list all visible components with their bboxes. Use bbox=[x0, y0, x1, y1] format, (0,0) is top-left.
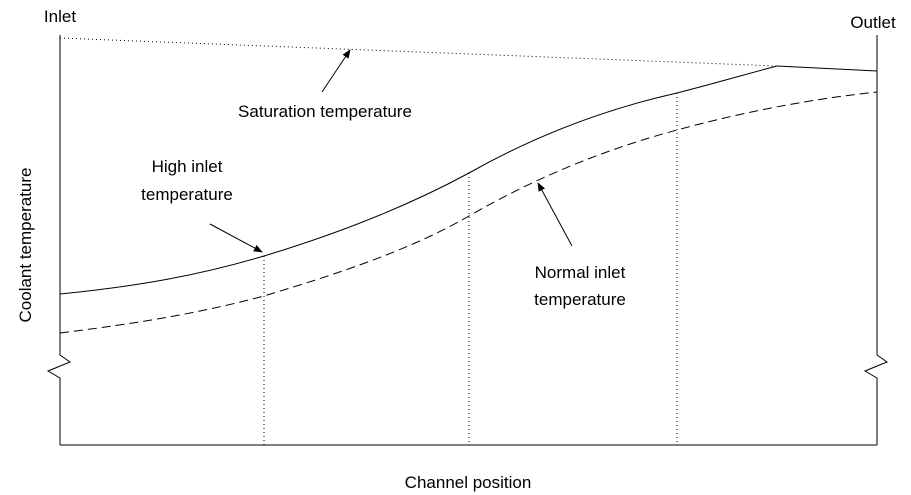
y-axis-label: Coolant temperature bbox=[16, 168, 35, 323]
normal-inlet-label: Normal inlet bbox=[535, 263, 626, 282]
high-inlet-curve bbox=[59, 65, 778, 295]
arrow bbox=[209, 223, 263, 253]
saturation-line bbox=[59, 37, 778, 67]
normal-inlet-label: temperature bbox=[534, 290, 626, 309]
saturation-line-end bbox=[776, 65, 878, 72]
arrow bbox=[321, 49, 351, 93]
x-axis-label: Channel position bbox=[405, 473, 532, 492]
high-inlet-label: High inlet bbox=[152, 157, 223, 176]
left-axis bbox=[46, 35, 72, 445]
outlet-label: Outlet bbox=[850, 13, 896, 32]
high-inlet-label: temperature bbox=[141, 185, 233, 204]
normal-inlet-curve bbox=[59, 91, 878, 334]
right-axis bbox=[863, 35, 889, 445]
inlet-label: Inlet bbox=[44, 7, 76, 26]
arrow bbox=[537, 182, 573, 247]
saturation-label: Saturation temperature bbox=[238, 102, 412, 121]
